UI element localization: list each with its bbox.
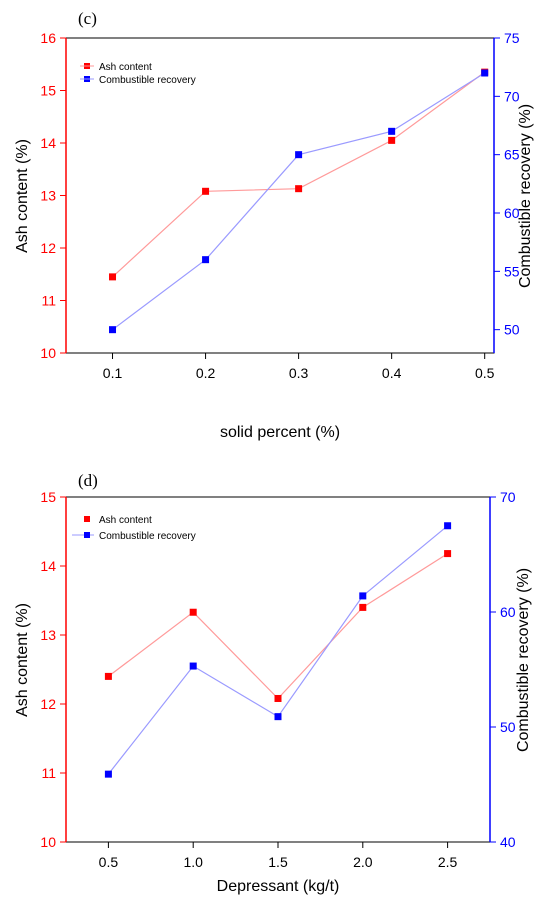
series-line-combustible-recovery — [107, 525, 448, 775]
left-axis-ticks: 10 11 12 13 14 15 16 — [40, 30, 66, 361]
x-tick-label: 0.4 — [382, 365, 402, 381]
left-tick-label: 11 — [41, 293, 56, 309]
data-point-combustible-recovery — [481, 69, 489, 77]
right-tick-label: 55 — [504, 263, 520, 279]
left-tick-label: 14 — [40, 558, 56, 574]
data-point-combustible-recovery — [202, 256, 210, 264]
plot-frame — [65, 496, 491, 843]
left-tick-label: 11 — [41, 765, 56, 781]
left-axis-title: Ash content (%) — [14, 139, 31, 253]
data-point-ash-content — [359, 603, 367, 611]
left-tick-label: 10 — [40, 834, 56, 850]
x-axis-ticks: 0.1 0.2 0.3 0.4 0.5 — [103, 353, 495, 381]
right-axis-ticks: 50 55 60 65 70 75 — [494, 30, 520, 338]
right-tick-label: 40 — [500, 834, 516, 850]
data-point-ash-content — [104, 672, 112, 680]
x-tick-label: 1.0 — [183, 854, 203, 870]
legend-marker-ash — [84, 516, 90, 522]
x-axis-ticks: 0.5 1.0 1.5 2.0 2.5 — [99, 842, 458, 870]
left-tick-label: 12 — [40, 240, 56, 256]
legend-label-recovery: Combustible recovery — [99, 75, 196, 86]
data-point-ash-content — [109, 273, 117, 281]
data-point-combustible-recovery — [274, 713, 282, 721]
left-tick-label: 13 — [40, 188, 56, 204]
series-line-ash-content — [112, 71, 486, 278]
data-point-ash-content — [274, 694, 282, 702]
right-tick-label: 65 — [504, 147, 520, 163]
left-tick-label: 12 — [40, 696, 56, 712]
data-point-combustible-recovery — [109, 326, 117, 334]
left-axis-ticks: 10 11 12 13 14 15 — [40, 489, 66, 850]
x-tick-label: 0.1 — [103, 365, 123, 381]
data-point-ash-content — [202, 187, 210, 195]
left-tick-label: 14 — [40, 135, 56, 151]
chart-panel-d: (d) 10 11 12 13 14 15 40 50 60 70 0.5 1.0 1.5 2.0 2.… — [14, 471, 532, 895]
x-tick-label: 1.5 — [268, 854, 288, 870]
right-axis-ticks: 40 50 60 70 — [490, 489, 516, 850]
data-point-ash-content — [189, 608, 197, 616]
series-line-ash-content — [108, 553, 448, 700]
right-axis-title: Combustible recovery (%) — [515, 568, 532, 752]
left-tick-label: 16 — [40, 30, 56, 46]
legend-marker-recovery — [84, 532, 90, 538]
legend-label-ash: Ash content — [99, 515, 152, 526]
legend-label-recovery: Combustible recovery — [99, 531, 196, 542]
data-point-ash-content — [295, 185, 303, 193]
x-tick-label: 0.5 — [99, 854, 119, 870]
legend: Ash content Combustible recovery — [80, 62, 196, 86]
x-tick-label: 0.3 — [289, 365, 309, 381]
right-tick-label: 70 — [500, 489, 516, 505]
left-tick-label: 15 — [40, 83, 56, 99]
x-axis-title: solid percent (%) — [220, 424, 340, 441]
legend: Ash content Combustible recovery — [72, 515, 196, 542]
series-layer — [104, 522, 452, 778]
left-axis-title: Ash content (%) — [14, 603, 31, 717]
data-point-combustible-recovery — [104, 770, 112, 778]
right-axis-title: Combustible recovery (%) — [517, 104, 534, 288]
x-tick-label: 2.5 — [438, 854, 458, 870]
data-point-combustible-recovery — [388, 127, 396, 135]
right-tick-label: 60 — [500, 604, 516, 620]
data-point-ash-content — [388, 136, 396, 144]
panel-label: (d) — [78, 471, 98, 490]
left-tick-label: 10 — [40, 345, 56, 361]
right-tick-label: 50 — [500, 719, 516, 735]
data-point-combustible-recovery — [359, 592, 367, 600]
right-tick-label: 50 — [504, 322, 520, 338]
data-point-combustible-recovery — [189, 662, 197, 670]
right-tick-label: 75 — [504, 30, 520, 46]
panel-label: (c) — [78, 9, 97, 28]
x-tick-label: 2.0 — [353, 854, 373, 870]
data-point-combustible-recovery — [444, 522, 452, 530]
series-layer — [109, 68, 489, 334]
x-axis-title: Depressant (kg/t) — [217, 878, 340, 895]
right-tick-label: 60 — [504, 205, 520, 221]
x-tick-label: 0.2 — [196, 365, 216, 381]
right-tick-label: 70 — [504, 88, 520, 104]
left-tick-label: 15 — [40, 489, 56, 505]
legend-label-ash: Ash content — [99, 62, 152, 73]
data-point-combustible-recovery — [295, 151, 303, 159]
x-tick-label: 0.5 — [475, 365, 495, 381]
series-line-combustible-recovery — [112, 72, 486, 331]
data-point-ash-content — [444, 550, 452, 558]
left-tick-label: 13 — [40, 627, 56, 643]
